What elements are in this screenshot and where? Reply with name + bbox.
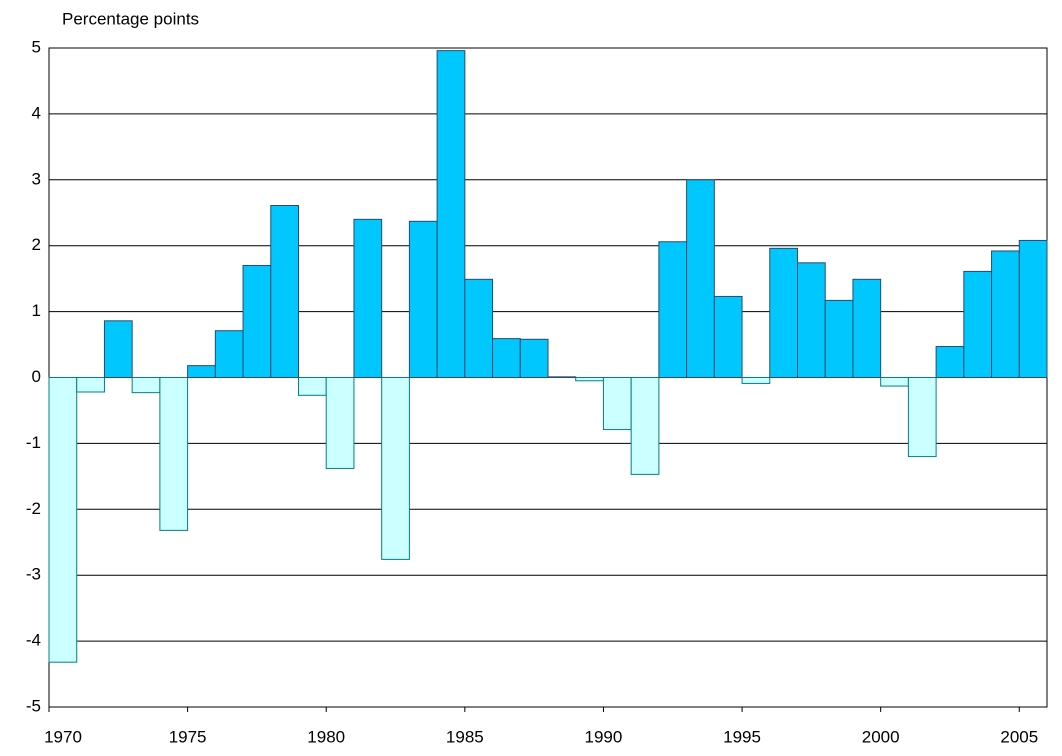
bar — [602, 377, 632, 431]
x-tick-label: 1990 — [585, 727, 623, 746]
x-tick-label: 1980 — [307, 727, 345, 746]
bar — [270, 205, 299, 378]
bar — [103, 320, 133, 378]
y-tick-label: -4 — [26, 631, 41, 650]
bar — [797, 262, 826, 379]
bar — [159, 377, 189, 531]
bar — [852, 278, 882, 378]
bar — [1018, 239, 1048, 378]
bar — [630, 377, 660, 475]
bar — [325, 377, 355, 469]
bar — [436, 50, 466, 379]
bar — [242, 264, 272, 378]
bar — [298, 377, 327, 396]
y-tick-label: 4 — [32, 103, 41, 122]
bar — [408, 220, 438, 378]
bar — [353, 218, 383, 378]
bar — [658, 241, 688, 378]
bar — [991, 250, 1020, 378]
y-tick-label: 0 — [32, 367, 41, 386]
bar — [824, 299, 854, 378]
bar — [464, 278, 494, 378]
y-tick-label: 5 — [32, 37, 41, 56]
bar — [713, 295, 743, 378]
x-tick-label: 2005 — [1000, 727, 1038, 746]
y-tick-label: -5 — [26, 696, 41, 715]
bar — [880, 377, 909, 387]
x-tick-label: 1985 — [446, 727, 484, 746]
bar — [769, 247, 798, 378]
x-tick-label: 1975 — [169, 727, 207, 746]
y-tick-label: 1 — [32, 301, 41, 320]
y-tick-label: -3 — [26, 565, 41, 584]
bar — [381, 377, 410, 560]
y-tick-label: -2 — [26, 499, 41, 518]
y-tick-label: 2 — [32, 235, 41, 254]
y-tick-label: 3 — [32, 169, 41, 188]
x-tick-label: 2000 — [862, 727, 900, 746]
x-tick-label: 1995 — [723, 727, 761, 746]
bar — [48, 377, 78, 663]
y-axis-label: Percentage points — [62, 9, 199, 28]
bar — [131, 377, 161, 394]
y-tick-label: -1 — [26, 433, 41, 452]
bar — [76, 377, 105, 393]
bar — [935, 346, 965, 379]
bar — [907, 377, 937, 458]
x-tick-label: 1970 — [44, 727, 82, 746]
bar — [963, 270, 993, 378]
bar — [519, 338, 549, 379]
bar — [575, 377, 604, 382]
bar — [741, 377, 771, 384]
bar — [187, 365, 216, 379]
bar — [214, 330, 244, 378]
bar — [686, 179, 715, 378]
bar — [547, 376, 577, 379]
bar — [492, 338, 521, 378]
